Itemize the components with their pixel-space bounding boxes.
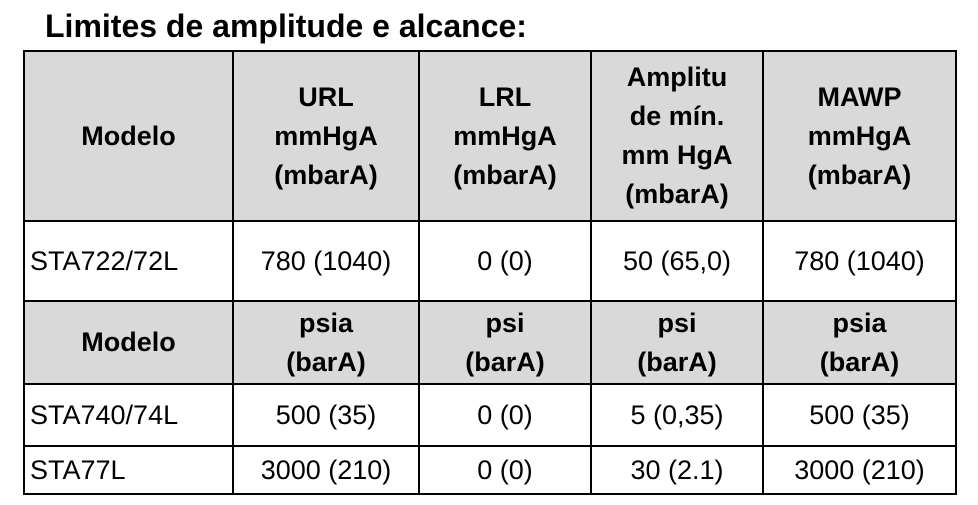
title: Limites de amplitude e alcance: bbox=[45, 8, 527, 44]
header-cell: psia (barA) bbox=[762, 300, 957, 385]
header-line: Modelo bbox=[81, 120, 176, 151]
header-line: (barA) bbox=[637, 346, 717, 377]
data-cell: 50 (65,0) bbox=[590, 220, 764, 302]
header-line: psi bbox=[485, 307, 525, 338]
header-line: Amplitu bbox=[626, 62, 728, 92]
header-line: MAWP bbox=[817, 81, 902, 112]
data-cell: 3000 (210) bbox=[762, 445, 957, 495]
header-line: mm HgA bbox=[621, 140, 733, 170]
header-line: (mbarA) bbox=[625, 179, 729, 209]
data-cell: 500 (35) bbox=[762, 383, 957, 447]
data-cell: 5 (0,35) bbox=[590, 383, 764, 447]
header-line: de mín. bbox=[629, 101, 725, 131]
header-line: psi bbox=[657, 307, 697, 338]
data-cell: STA77L bbox=[23, 445, 234, 495]
range-table: Modelo URL mmHgA (mbarA) LRL mmHgA (mbarA) Ampl… bbox=[23, 50, 957, 495]
data-row: STA77L 3000 (210) 0 (0) 30 (2.1) 3000 (210) bbox=[23, 445, 957, 495]
data-row: STA722/72L 780 (1040) 0 (0) 50 (65,0) 780 (1… bbox=[23, 220, 957, 302]
header-line: mmHgA bbox=[453, 120, 557, 151]
header-cell: Modelo bbox=[23, 300, 234, 385]
data-cell: 30 (2.1) bbox=[590, 445, 764, 495]
header-cell: psia (barA) bbox=[232, 300, 420, 385]
header-line: (mbarA) bbox=[453, 159, 557, 190]
header-line: psia bbox=[298, 307, 354, 338]
data-cell: STA740/74L bbox=[23, 383, 234, 447]
header-line: Modelo bbox=[81, 327, 176, 357]
header-cell: psi (barA) bbox=[590, 300, 764, 385]
header-cell: psi (barA) bbox=[418, 300, 592, 385]
header-line: (barA) bbox=[286, 346, 366, 377]
data-cell: 780 (1040) bbox=[232, 220, 420, 302]
data-cell: 0 (0) bbox=[418, 220, 592, 302]
header-row: Modelo psia (barA) psi (barA) psi (barA) psia (b… bbox=[23, 300, 957, 385]
header-cell: LRL mmHgA (mbarA) bbox=[418, 50, 592, 222]
header-row: Modelo URL mmHgA (mbarA) LRL mmHgA (mbarA) Ampl… bbox=[23, 50, 957, 222]
data-cell: 780 (1040) bbox=[762, 220, 957, 302]
header-line: (barA) bbox=[465, 346, 545, 377]
header-cell: Amplitu de mín. mm HgA (mbarA) bbox=[590, 50, 764, 222]
data-cell: 0 (0) bbox=[418, 445, 592, 495]
header-line: (mbarA) bbox=[274, 159, 378, 190]
header-cell: URL mmHgA (mbarA) bbox=[232, 50, 420, 222]
header-cell: Modelo bbox=[23, 50, 234, 222]
data-cell: 0 (0) bbox=[418, 383, 592, 447]
data-row: STA740/74L 500 (35) 0 (0) 5 (0,35) 500 (35) bbox=[23, 383, 957, 447]
header-line: (mbarA) bbox=[807, 159, 912, 190]
header-line: psia bbox=[832, 307, 887, 338]
header-line: (barA) bbox=[819, 346, 900, 377]
header-line: mmHgA bbox=[807, 120, 912, 151]
header-cell: MAWP mmHgA (mbarA) bbox=[762, 50, 957, 222]
data-cell: 500 (35) bbox=[232, 383, 420, 447]
header-line: URL bbox=[298, 81, 354, 112]
header-line: LRL bbox=[478, 81, 532, 112]
data-cell: STA722/72L bbox=[23, 220, 234, 302]
data-cell: 3000 (210) bbox=[232, 445, 420, 495]
header-line: mmHgA bbox=[274, 120, 378, 151]
